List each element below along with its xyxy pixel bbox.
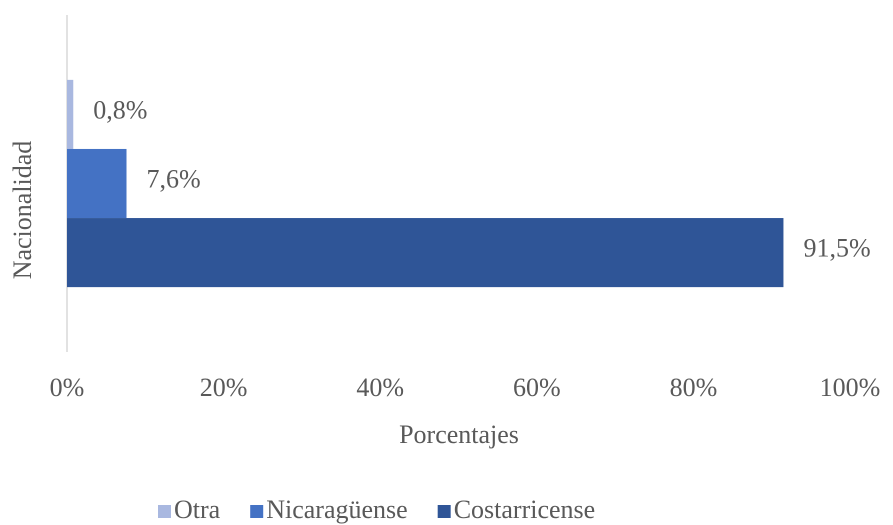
x-tick-label: 40%	[356, 373, 404, 402]
legend-swatch	[437, 505, 451, 518]
bar	[67, 148, 127, 219]
x-axis-title: Porcentajes	[399, 420, 519, 449]
x-tick-label: 100%	[820, 373, 881, 402]
y-axis-title: Nacionalidad	[8, 141, 37, 280]
legend-swatch	[158, 505, 171, 518]
data-label: 7,6%	[147, 164, 201, 193]
legend-label: Nicaragüense	[266, 495, 407, 524]
x-tick-label: 80%	[670, 373, 718, 402]
data-label: 91,5%	[803, 234, 870, 263]
legend-swatch	[250, 505, 264, 518]
x-tick-label: 0%	[50, 373, 85, 402]
x-tick-label: 20%	[200, 373, 248, 402]
legend-label: Otra	[174, 495, 221, 524]
data-label: 0,8%	[93, 95, 147, 124]
x-tick-label: 60%	[513, 373, 561, 402]
legend-label: Costarricense	[454, 495, 596, 524]
bar	[67, 218, 784, 288]
bar	[67, 79, 74, 149]
